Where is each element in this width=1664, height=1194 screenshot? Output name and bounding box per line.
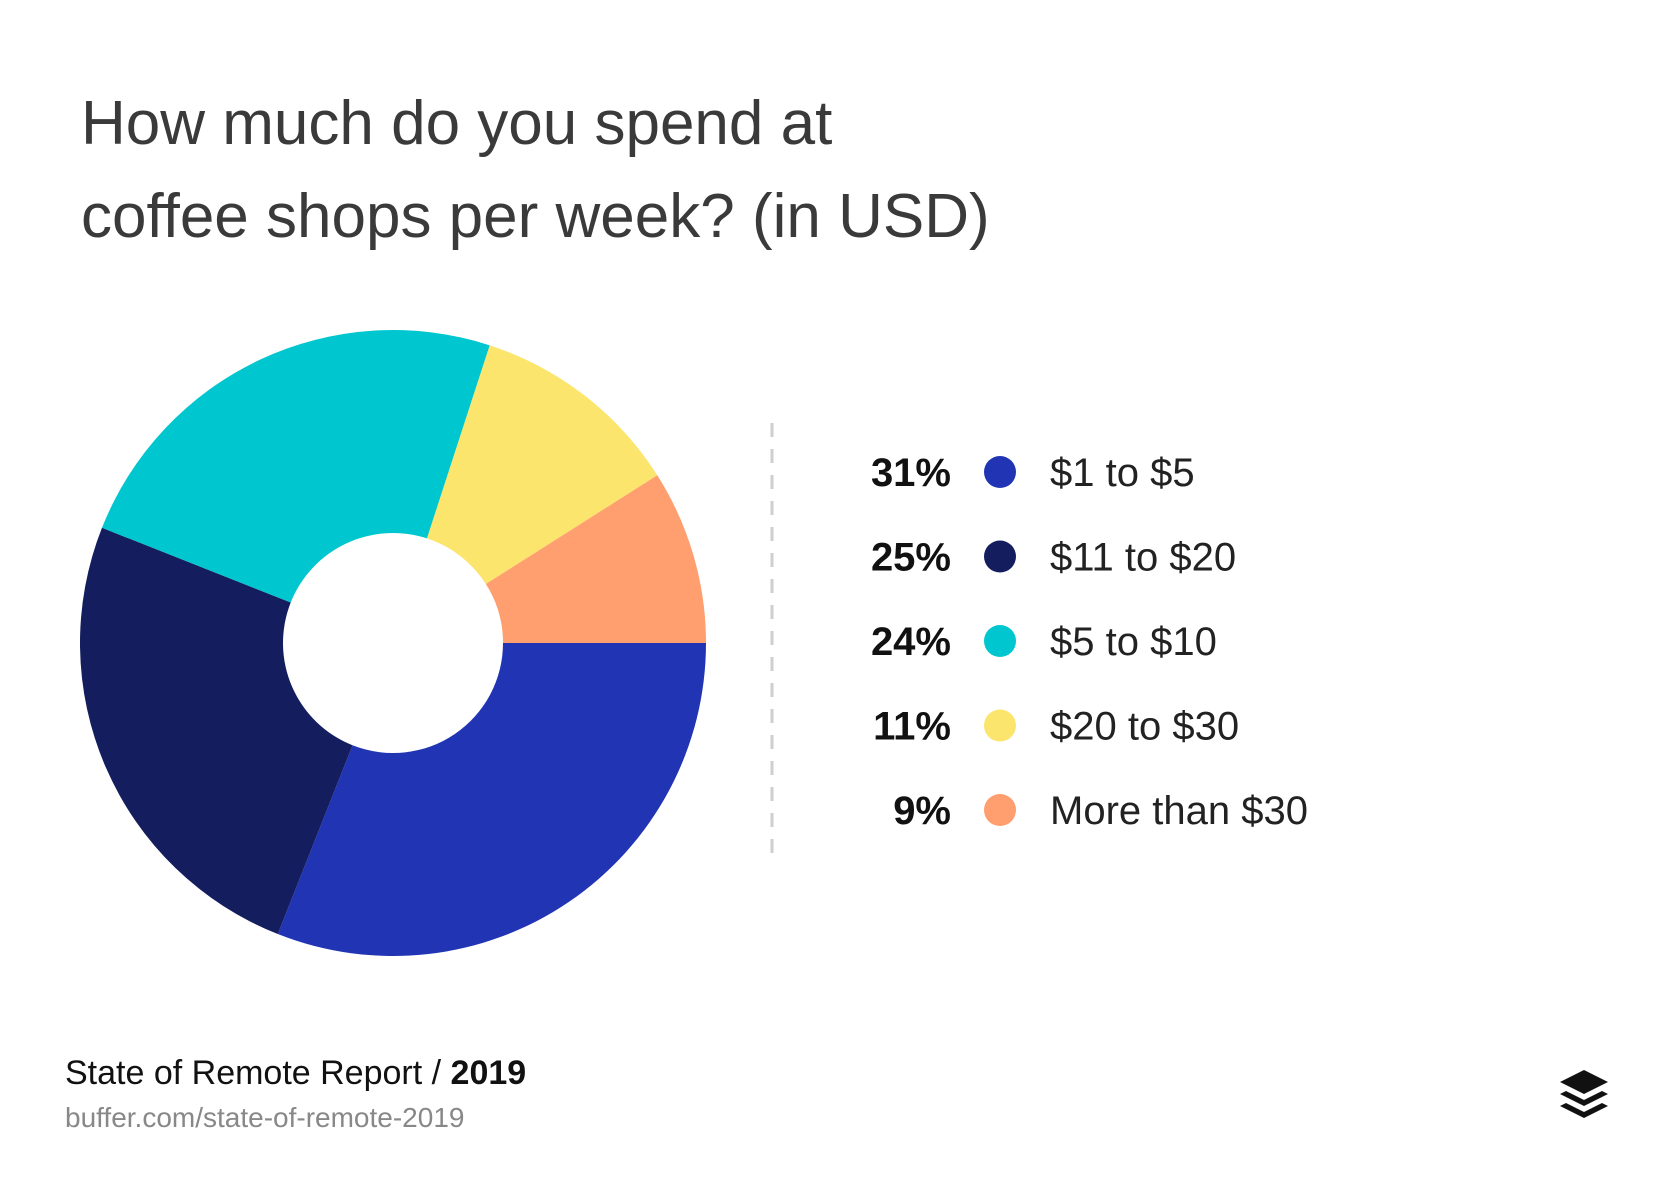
source-name: State of Remote Report / (65, 1054, 442, 1092)
legend-label: $5 to $10 (1050, 620, 1217, 664)
legend-label: More than $30 (1050, 789, 1308, 833)
legend-marker (984, 456, 1016, 488)
source-year: 2019 (451, 1054, 527, 1092)
source-url: buffer.com/state-of-remote-2019 (65, 1102, 464, 1133)
legend-marker (984, 794, 1016, 826)
chart-title: coffee shops per week? (in USD) (81, 182, 990, 251)
chart-title: How much do you spend at (81, 89, 832, 158)
legend-marker (984, 625, 1016, 657)
legend-label: $11 to $20 (1050, 536, 1236, 580)
logo (1560, 1070, 1608, 1118)
legend-value: 9% (893, 789, 951, 833)
donut-slice (277, 643, 706, 956)
legend-value: 24% (871, 620, 951, 664)
donut-slice (485, 475, 706, 643)
legend-label: $20 to $30 (1050, 705, 1239, 749)
donut-slice (426, 345, 658, 585)
donut-slice (101, 330, 490, 603)
legend-value: 25% (871, 536, 951, 580)
donut-slice (80, 527, 353, 935)
legend-label: $1 to $5 (1050, 451, 1195, 495)
source: State of Remote Report / 2019 (65, 1054, 526, 1092)
legend-marker (984, 709, 1016, 742)
legend-value: 31% (871, 451, 951, 495)
legend-marker (984, 540, 1016, 573)
legend-value: 11% (873, 705, 951, 749)
